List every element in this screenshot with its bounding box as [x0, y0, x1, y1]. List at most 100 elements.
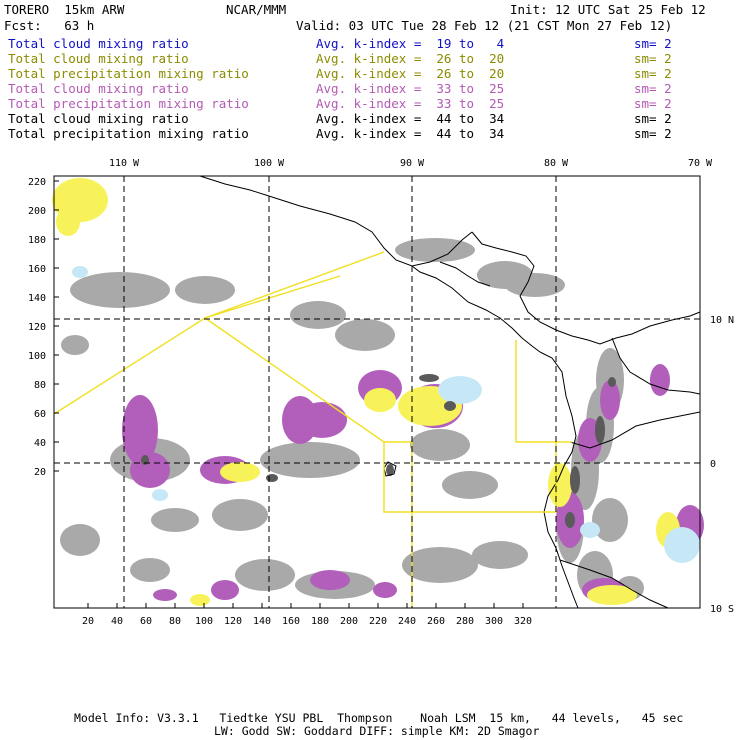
- top-tick-2: 90 W: [400, 158, 425, 169]
- mexico-coast: [199, 175, 473, 267]
- legend-field-1: Total cloud mixing ratio: [8, 51, 189, 66]
- left-tick-0: 220: [28, 177, 46, 188]
- cloud-yellow-3: [364, 388, 396, 412]
- bottom-tick-14: 300: [485, 616, 503, 627]
- forecast-fields: [52, 178, 704, 606]
- cloud-dark-5: [608, 377, 616, 387]
- left-tick-10: 20: [34, 467, 46, 478]
- cloud-dark-1: [444, 401, 456, 411]
- cloud-gray-2: [61, 335, 89, 355]
- cloud-gray-1: [175, 276, 235, 304]
- footer-model-info: Model Info: V3.3.1 Tiedtke YSU PBL Thomp…: [74, 711, 684, 725]
- bottom-tick-4: 100: [195, 616, 213, 627]
- left-tick-5: 120: [28, 322, 46, 333]
- left-tick-6: 100: [28, 351, 46, 362]
- cloud-blue-0: [72, 266, 88, 278]
- cloud-gray-26: [410, 429, 470, 461]
- legend-field-3: Total cloud mixing ratio: [8, 81, 189, 96]
- init-time: Init: 12 UTC Sat 25 Feb 12: [510, 2, 706, 17]
- cloud-dark-2: [595, 416, 605, 444]
- bottom-tick-12: 260: [427, 616, 445, 627]
- bottom-tick-9: 200: [340, 616, 358, 627]
- legend-sm-2: sm= 2: [634, 66, 672, 81]
- bottom-tick-10: 220: [369, 616, 387, 627]
- legend-field-5: Total cloud mixing ratio: [8, 111, 189, 126]
- legend-field-6: Total precipitation mixing ratio: [8, 126, 249, 141]
- legend-sm-0: sm= 2: [634, 36, 672, 51]
- legend-field-2: Total precipitation mixing ratio: [8, 66, 249, 81]
- bottom-tick-7: 160: [282, 616, 300, 627]
- lat-lon-grid: [54, 176, 700, 608]
- cloud-purple-1: [130, 452, 170, 488]
- south-america-pacific-coast: [539, 351, 579, 609]
- legend-kindex-3: Avg. k-index = 33 to 25: [316, 81, 505, 96]
- legend-kindex-6: Avg. k-index = 44 to 34: [316, 126, 505, 141]
- caribbean-coast: [471, 231, 701, 345]
- cloud-purple-13: [211, 580, 239, 600]
- forecast-hour: Fcst: 63 h: [4, 18, 95, 33]
- bottom-tick-5: 120: [224, 616, 242, 627]
- cloud-yellow-5: [548, 463, 572, 507]
- legend-sm-5: sm= 2: [634, 111, 672, 126]
- valid-time: Valid: 03 UTC Tue 28 Feb 12 (21 CST Mon …: [296, 18, 673, 33]
- central-america-pacific-coast: [411, 265, 541, 353]
- legend-sm-6: sm= 2: [634, 126, 672, 141]
- cloud-gray-19: [130, 558, 170, 582]
- cloud-purple-14: [153, 589, 177, 601]
- cloud-gray-25: [592, 498, 628, 542]
- cloud-gray-18: [60, 524, 100, 556]
- cloud-gray-3: [290, 301, 346, 329]
- cloud-purple-7: [650, 364, 670, 396]
- legend-field-4: Total precipitation mixing ratio: [8, 96, 249, 111]
- cloud-dark-4: [565, 512, 575, 528]
- cloud-dark-8: [386, 464, 394, 476]
- legend-kindex-1: Avg. k-index = 26 to 20: [316, 51, 505, 66]
- left-tick-4: 140: [28, 293, 46, 304]
- ecuador-border: [569, 411, 701, 449]
- cloud-yellow-1: [56, 208, 80, 236]
- bottom-tick-3: 80: [169, 616, 181, 627]
- left-tick-3: 160: [28, 264, 46, 275]
- cloud-purple-8: [600, 380, 620, 420]
- cloud-gray-15: [260, 442, 360, 478]
- cloud-yellow-8: [190, 594, 210, 606]
- bottom-tick-8: 180: [311, 616, 329, 627]
- left-tick-7: 80: [34, 380, 46, 391]
- bottom-tick-11: 240: [398, 616, 416, 627]
- colombia-border: [611, 337, 701, 395]
- cloud-blue-1: [438, 376, 482, 404]
- cloud-gray-4: [335, 319, 395, 351]
- model-name: TORERO 15km ARW: [4, 2, 125, 17]
- cloud-gray-24: [442, 471, 498, 499]
- legend-sm-4: sm= 2: [634, 96, 672, 111]
- bottom-tick-1: 40: [111, 616, 123, 627]
- cloud-gray-0: [70, 272, 170, 308]
- left-tick-1: 200: [28, 206, 46, 217]
- right-tick-0: 10 N: [710, 315, 734, 326]
- legend-sm-1: sm= 2: [634, 51, 672, 66]
- organization: NCAR/MMM: [226, 2, 287, 17]
- cloud-purple-0: [122, 395, 158, 465]
- left-tick-9: 40: [34, 438, 46, 449]
- coastlines: [199, 175, 701, 609]
- footer-physics: LW: Godd SW: Goddard DIFF: simple KM: 2D…: [214, 724, 540, 738]
- legend-kindex-4: Avg. k-index = 33 to 25: [316, 96, 505, 111]
- top-tick-1: 100 W: [254, 158, 285, 169]
- bottom-tick-2: 60: [140, 616, 152, 627]
- cloud-blue-2: [664, 527, 700, 563]
- map-frame: [53, 175, 701, 609]
- peru-border: [559, 559, 669, 609]
- right-tick-1: 0: [710, 459, 716, 470]
- legend-kindex-5: Avg. k-index = 44 to 34: [316, 111, 505, 126]
- cloud-gray-17: [151, 508, 199, 532]
- cloud-gray-23: [472, 541, 528, 569]
- bottom-tick-6: 140: [253, 616, 271, 627]
- bottom-tick-13: 280: [456, 616, 474, 627]
- region-a-inner: [204, 275, 341, 319]
- cloud-dark-3: [570, 466, 580, 494]
- cloud-purple-15: [310, 570, 350, 590]
- cloud-blue-4: [152, 489, 168, 501]
- cloud-dark-0: [419, 374, 439, 382]
- cloud-yellow-4: [220, 462, 260, 482]
